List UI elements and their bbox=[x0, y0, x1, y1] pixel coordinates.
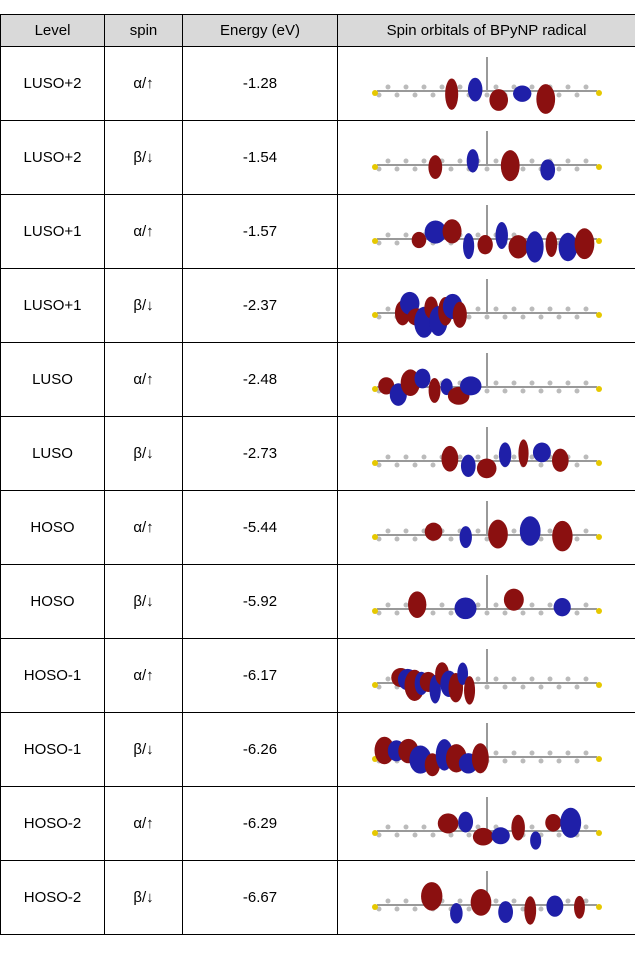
orbital-image bbox=[367, 863, 607, 933]
table-cell: -6.29 bbox=[183, 787, 338, 861]
table-cell: β/↓ bbox=[105, 417, 183, 491]
table-cell: β/↓ bbox=[105, 269, 183, 343]
table-cell: HOSO bbox=[1, 565, 105, 639]
table-cell: HOSO-2 bbox=[1, 787, 105, 861]
table-cell: β/↓ bbox=[105, 713, 183, 787]
table-cell: -2.73 bbox=[183, 417, 338, 491]
table-cell: -2.37 bbox=[183, 269, 338, 343]
orbital-image bbox=[367, 493, 607, 563]
orbital-cell bbox=[338, 787, 635, 861]
orbital-cell bbox=[338, 121, 635, 195]
orbital-cell bbox=[338, 491, 635, 565]
table-cell: β/↓ bbox=[105, 565, 183, 639]
table-cell: -6.67 bbox=[183, 861, 338, 935]
table-cell: LUSO bbox=[1, 343, 105, 417]
table-cell: -5.92 bbox=[183, 565, 338, 639]
table-cell: HOSO-1 bbox=[1, 713, 105, 787]
orbital-image bbox=[367, 49, 607, 119]
orbital-image bbox=[367, 789, 607, 859]
orbital-cell bbox=[338, 195, 635, 269]
header-cell: spin bbox=[105, 15, 183, 47]
table-cell: -1.57 bbox=[183, 195, 338, 269]
table-cell: HOSO bbox=[1, 491, 105, 565]
orbital-image bbox=[367, 271, 607, 341]
orbital-cell bbox=[338, 47, 635, 121]
table-cell: LUSO+1 bbox=[1, 195, 105, 269]
table-cell: -2.48 bbox=[183, 343, 338, 417]
orbital-cell bbox=[338, 861, 635, 935]
table-cell: LUSO+2 bbox=[1, 121, 105, 195]
orbital-cell bbox=[338, 343, 635, 417]
table-cell: HOSO-2 bbox=[1, 861, 105, 935]
table-cell: β/↓ bbox=[105, 121, 183, 195]
table-cell: -1.54 bbox=[183, 121, 338, 195]
orbital-image bbox=[367, 123, 607, 193]
table-cell: HOSO-1 bbox=[1, 639, 105, 713]
orbital-image bbox=[367, 197, 607, 267]
table-cell: -5.44 bbox=[183, 491, 338, 565]
orbital-cell bbox=[338, 565, 635, 639]
table-cell: LUSO+1 bbox=[1, 269, 105, 343]
orbital-cell bbox=[338, 713, 635, 787]
table-cell: LUSO+2 bbox=[1, 47, 105, 121]
header-cell: Energy (eV) bbox=[183, 15, 338, 47]
table-cell: α/↑ bbox=[105, 47, 183, 121]
table-cell: LUSO bbox=[1, 417, 105, 491]
orbital-image bbox=[367, 345, 607, 415]
table-cell: α/↑ bbox=[105, 343, 183, 417]
header-cell: Spin orbitals of BPyNP radical bbox=[338, 15, 635, 47]
table-cell: α/↑ bbox=[105, 787, 183, 861]
table-cell: α/↑ bbox=[105, 195, 183, 269]
table-cell: -6.26 bbox=[183, 713, 338, 787]
orbital-cell bbox=[338, 417, 635, 491]
table-cell: α/↑ bbox=[105, 491, 183, 565]
orbital-cell bbox=[338, 269, 635, 343]
header-cell: Level bbox=[1, 15, 105, 47]
table-cell: -1.28 bbox=[183, 47, 338, 121]
table-cell: -6.17 bbox=[183, 639, 338, 713]
orbital-image bbox=[367, 715, 607, 785]
orbital-image bbox=[367, 419, 607, 489]
orbital-image bbox=[367, 641, 607, 711]
table-cell: α/↑ bbox=[105, 639, 183, 713]
orbital-cell bbox=[338, 639, 635, 713]
orbital-image bbox=[367, 567, 607, 637]
table-cell: β/↓ bbox=[105, 861, 183, 935]
page: LevelspinEnergy (eV)Spin orbitals of BPy… bbox=[0, 0, 635, 971]
